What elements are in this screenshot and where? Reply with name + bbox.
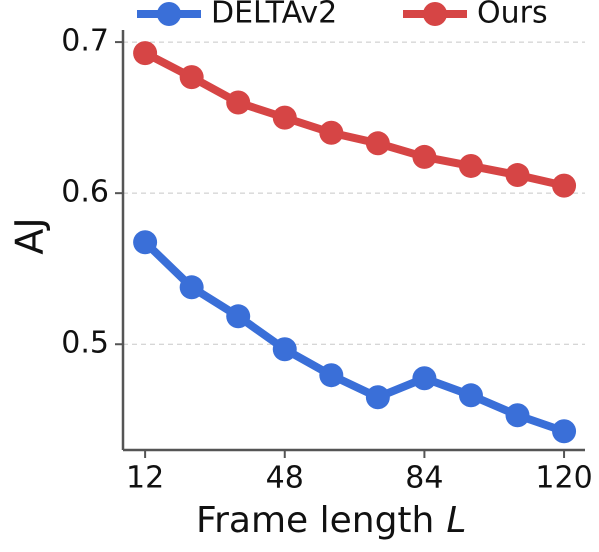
data-point (552, 419, 577, 444)
data-point (365, 131, 390, 156)
data-point (272, 337, 297, 362)
data-point (133, 230, 158, 255)
y-tick-label: 0.5 (61, 326, 109, 361)
data-point (412, 366, 437, 391)
data-point (133, 41, 158, 66)
x-tick-label: 48 (266, 461, 304, 496)
x-tick-label: 120 (535, 461, 592, 496)
data-point (412, 144, 437, 169)
data-point (226, 90, 251, 115)
legend-marker (157, 2, 181, 26)
x-tick-label: 84 (405, 461, 443, 496)
data-point (458, 383, 483, 408)
y-axis-label: AJ (8, 217, 52, 254)
data-point (365, 385, 390, 410)
x-axis-label: Frame length L (196, 500, 466, 541)
legend-marker (423, 2, 447, 26)
y-tick-label: 0.7 (61, 24, 109, 59)
data-point (179, 275, 204, 300)
series-line (143, 49, 565, 190)
data-point (226, 304, 251, 329)
legend-label: Ours (477, 0, 548, 31)
x-axis-label-text: Frame length (196, 500, 434, 541)
data-point (319, 120, 344, 145)
data-point (319, 363, 344, 388)
data-point (505, 403, 530, 428)
legend-label: DELTAv2 (211, 0, 337, 31)
series-line (142, 239, 566, 436)
data-point (505, 163, 530, 188)
x-axis-label-variable: L (446, 500, 466, 541)
x-tick-label: 12 (126, 461, 164, 496)
data-point (179, 65, 204, 90)
y-tick-label: 0.6 (61, 175, 109, 210)
data-point (458, 153, 483, 178)
data-point (552, 173, 577, 198)
data-point (272, 105, 297, 130)
